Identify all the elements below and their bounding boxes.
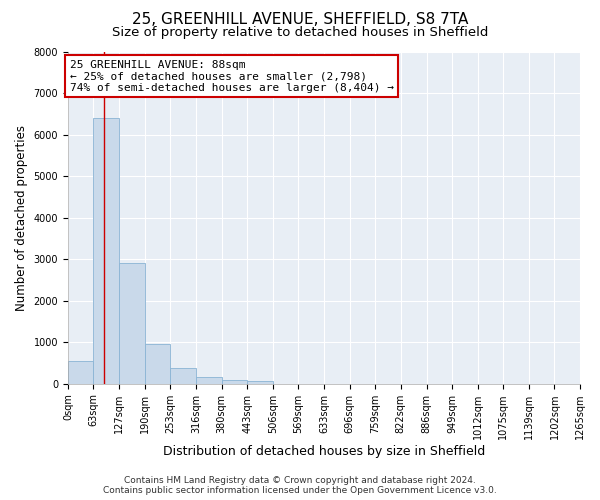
Bar	[247, 381, 273, 384]
Bar	[94, 118, 119, 384]
Text: Contains HM Land Registry data © Crown copyright and database right 2024.
Contai: Contains HM Land Registry data © Crown c…	[103, 476, 497, 495]
Bar	[68, 361, 94, 384]
Bar	[196, 377, 222, 384]
Text: 25 GREENHILL AVENUE: 88sqm
← 25% of detached houses are smaller (2,798)
74% of s: 25 GREENHILL AVENUE: 88sqm ← 25% of deta…	[70, 60, 394, 93]
Bar	[170, 368, 196, 384]
Text: 25, GREENHILL AVENUE, SHEFFIELD, S8 7TA: 25, GREENHILL AVENUE, SHEFFIELD, S8 7TA	[132, 12, 468, 28]
Text: Size of property relative to detached houses in Sheffield: Size of property relative to detached ho…	[112, 26, 488, 39]
Y-axis label: Number of detached properties: Number of detached properties	[15, 124, 28, 310]
X-axis label: Distribution of detached houses by size in Sheffield: Distribution of detached houses by size …	[163, 444, 485, 458]
Bar	[145, 344, 170, 384]
Bar	[222, 380, 247, 384]
Bar	[119, 264, 145, 384]
